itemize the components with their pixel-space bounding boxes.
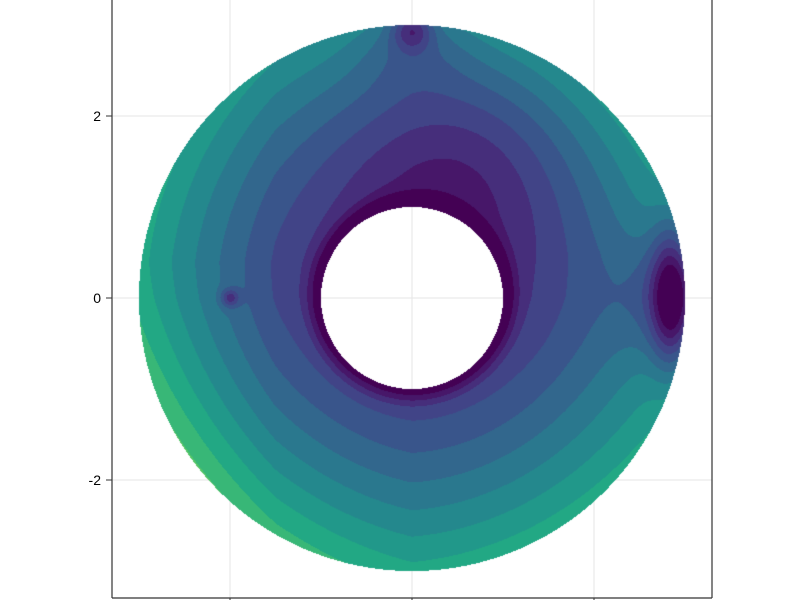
axis-ticks: [106, 115, 595, 600]
y-tick-label-neg2: -2: [89, 472, 102, 488]
contour-fill: [112, 0, 712, 598]
y-tick-label-2: 2: [93, 108, 101, 124]
tick-labels: 2 0 -2: [89, 108, 102, 488]
contour-field: [112, 0, 712, 598]
y-tick-label-0: 0: [93, 290, 101, 306]
